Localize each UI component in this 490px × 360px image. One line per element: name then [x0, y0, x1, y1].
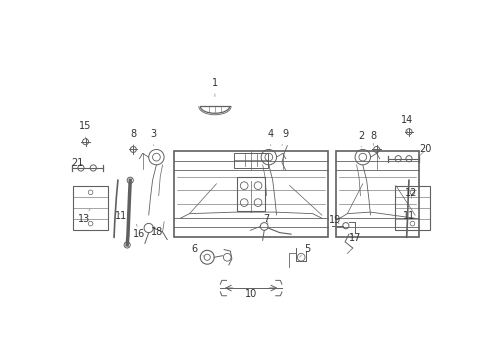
- Text: 17: 17: [349, 233, 361, 243]
- Text: 3: 3: [150, 129, 156, 145]
- Text: 6: 6: [192, 244, 205, 257]
- Text: 13: 13: [78, 209, 90, 224]
- Bar: [237, 177, 265, 211]
- Text: 1: 1: [212, 78, 218, 96]
- Text: 5: 5: [300, 244, 311, 257]
- Text: 19: 19: [329, 215, 341, 225]
- Text: 8: 8: [130, 129, 136, 145]
- Text: 10: 10: [245, 289, 257, 299]
- Text: 4: 4: [268, 129, 273, 145]
- Text: 8: 8: [370, 131, 377, 145]
- Text: 11: 11: [403, 211, 415, 221]
- Text: 12: 12: [405, 188, 417, 198]
- Bar: [395, 186, 430, 230]
- Text: 14: 14: [401, 115, 414, 132]
- Text: 18: 18: [151, 227, 163, 237]
- Text: 16: 16: [133, 224, 146, 239]
- Bar: [234, 153, 268, 168]
- Text: 9: 9: [282, 129, 289, 145]
- Text: 15: 15: [79, 121, 92, 138]
- Bar: [336, 151, 419, 237]
- Text: 20: 20: [420, 144, 432, 155]
- Text: 11: 11: [115, 211, 127, 221]
- Text: 7: 7: [264, 214, 270, 224]
- Bar: [74, 186, 108, 230]
- Bar: [174, 151, 328, 237]
- Text: 21: 21: [72, 158, 84, 167]
- Text: 2: 2: [358, 131, 365, 147]
